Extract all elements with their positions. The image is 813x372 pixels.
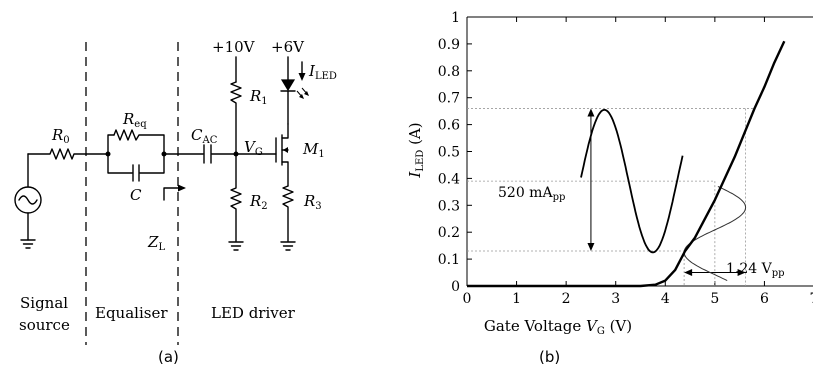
label-r2: R2 — [249, 192, 268, 212]
x-axis-label: Gate Voltage VG (V) — [484, 317, 632, 337]
resistor-r0 — [27, 148, 109, 160]
iled-arrowhead — [298, 73, 306, 81]
current-swing-arrowhead-bottom — [587, 243, 595, 252]
x-tick-label: 5 — [710, 291, 719, 307]
voltage-swing-arrowhead-right — [737, 269, 746, 277]
x-tick-label: 6 — [760, 291, 769, 307]
x-tick-label: 4 — [661, 291, 670, 307]
section-label-equaliser: Equaliser — [95, 304, 168, 322]
x-tick-label: 1 — [512, 291, 521, 307]
label-vg: VG — [244, 138, 263, 158]
label-m1: M1 — [302, 140, 325, 160]
label-c: C — [130, 186, 142, 204]
output-current-waveform — [580, 109, 684, 254]
label-r0: R0 — [51, 126, 70, 146]
x-tick-label: 2 — [562, 291, 571, 307]
y-tick-label: 0.2 — [438, 225, 460, 241]
wire — [139, 153, 165, 174]
caption-b: (b) — [539, 348, 560, 366]
wire — [107, 134, 115, 155]
section-label-led-driver: LED driver — [211, 304, 296, 322]
caption-a: (a) — [158, 348, 179, 366]
y-tick-label: 0.7 — [438, 91, 460, 107]
label-supply-6v: +6V — [271, 38, 305, 56]
x-tick-label: 7 — [810, 291, 813, 307]
label-r3: R3 — [303, 192, 322, 212]
mosfet-arrow — [283, 147, 288, 153]
current-swing-label: 520 mApp — [498, 185, 565, 203]
y-tick-label: 0.5 — [438, 145, 460, 161]
y-tick-label: 0.8 — [438, 64, 460, 80]
resistor-req — [113, 129, 165, 155]
label-cac: CAC — [191, 126, 218, 146]
sine-symbol — [18, 195, 38, 205]
label-req: Req — [122, 110, 147, 130]
label-supply-10v: +10V — [212, 38, 256, 56]
y-tick-label: 0.6 — [438, 118, 460, 134]
voltage-swing-arrowhead-left — [684, 269, 693, 277]
led-emission-arrows — [296, 87, 309, 99]
y-tick-label: 0.3 — [438, 198, 460, 214]
resistor-r1 — [230, 81, 242, 155]
ground-symbol — [280, 241, 296, 251]
y-tick-label: 0.4 — [438, 171, 460, 187]
label-r1: R1 — [249, 87, 268, 107]
x-tick-label: 0 — [463, 291, 472, 307]
transfer-chart: 0 0.1 0.2 0.3 0.4 0.5 0.6 0.7 0.8 0.9 1 0 1 2 3 4 5 6 7 Ga… — [406, 10, 813, 366]
y-axis-label: ILED (A) — [406, 122, 426, 178]
circuit-diagram: R0 Req C CAC ZL VG R1 R2 R3 M1 ILED +10V… — [14, 38, 337, 366]
label-zl: ZL — [147, 233, 165, 253]
wire — [107, 153, 133, 174]
chart-layer: 0 0.1 0.2 0.3 0.4 0.5 0.6 0.7 0.8 0.9 1 0 1 2 3 4 5 6 7 — [438, 10, 813, 307]
section-label-source: source — [19, 316, 70, 334]
ground-symbol — [20, 239, 36, 249]
label-iled: ILED — [308, 62, 337, 82]
led-diode — [280, 79, 296, 92]
mosfet-source — [281, 161, 289, 187]
section-label-signal: Signal — [20, 294, 68, 312]
ground-symbol — [228, 241, 244, 251]
input-voltage-waveform — [683, 186, 747, 282]
zl-arrowhead — [178, 184, 186, 192]
y-tick-label: 0 — [451, 279, 460, 295]
x-tick-label: 3 — [611, 291, 620, 307]
resistor-r3 — [282, 185, 294, 242]
y-tick-label: 0.1 — [438, 252, 460, 268]
voltage-swing-label: 1.24 Vpp — [726, 261, 785, 279]
zl-arrow — [163, 187, 185, 201]
transfer-curve — [467, 40, 786, 288]
mosfet-drain — [281, 123, 289, 139]
y-tick-label: 1 — [451, 10, 460, 26]
resistor-r2 — [230, 153, 242, 242]
current-swing-arrowhead-top — [587, 108, 595, 117]
y-tick-label: 0.9 — [438, 37, 460, 53]
